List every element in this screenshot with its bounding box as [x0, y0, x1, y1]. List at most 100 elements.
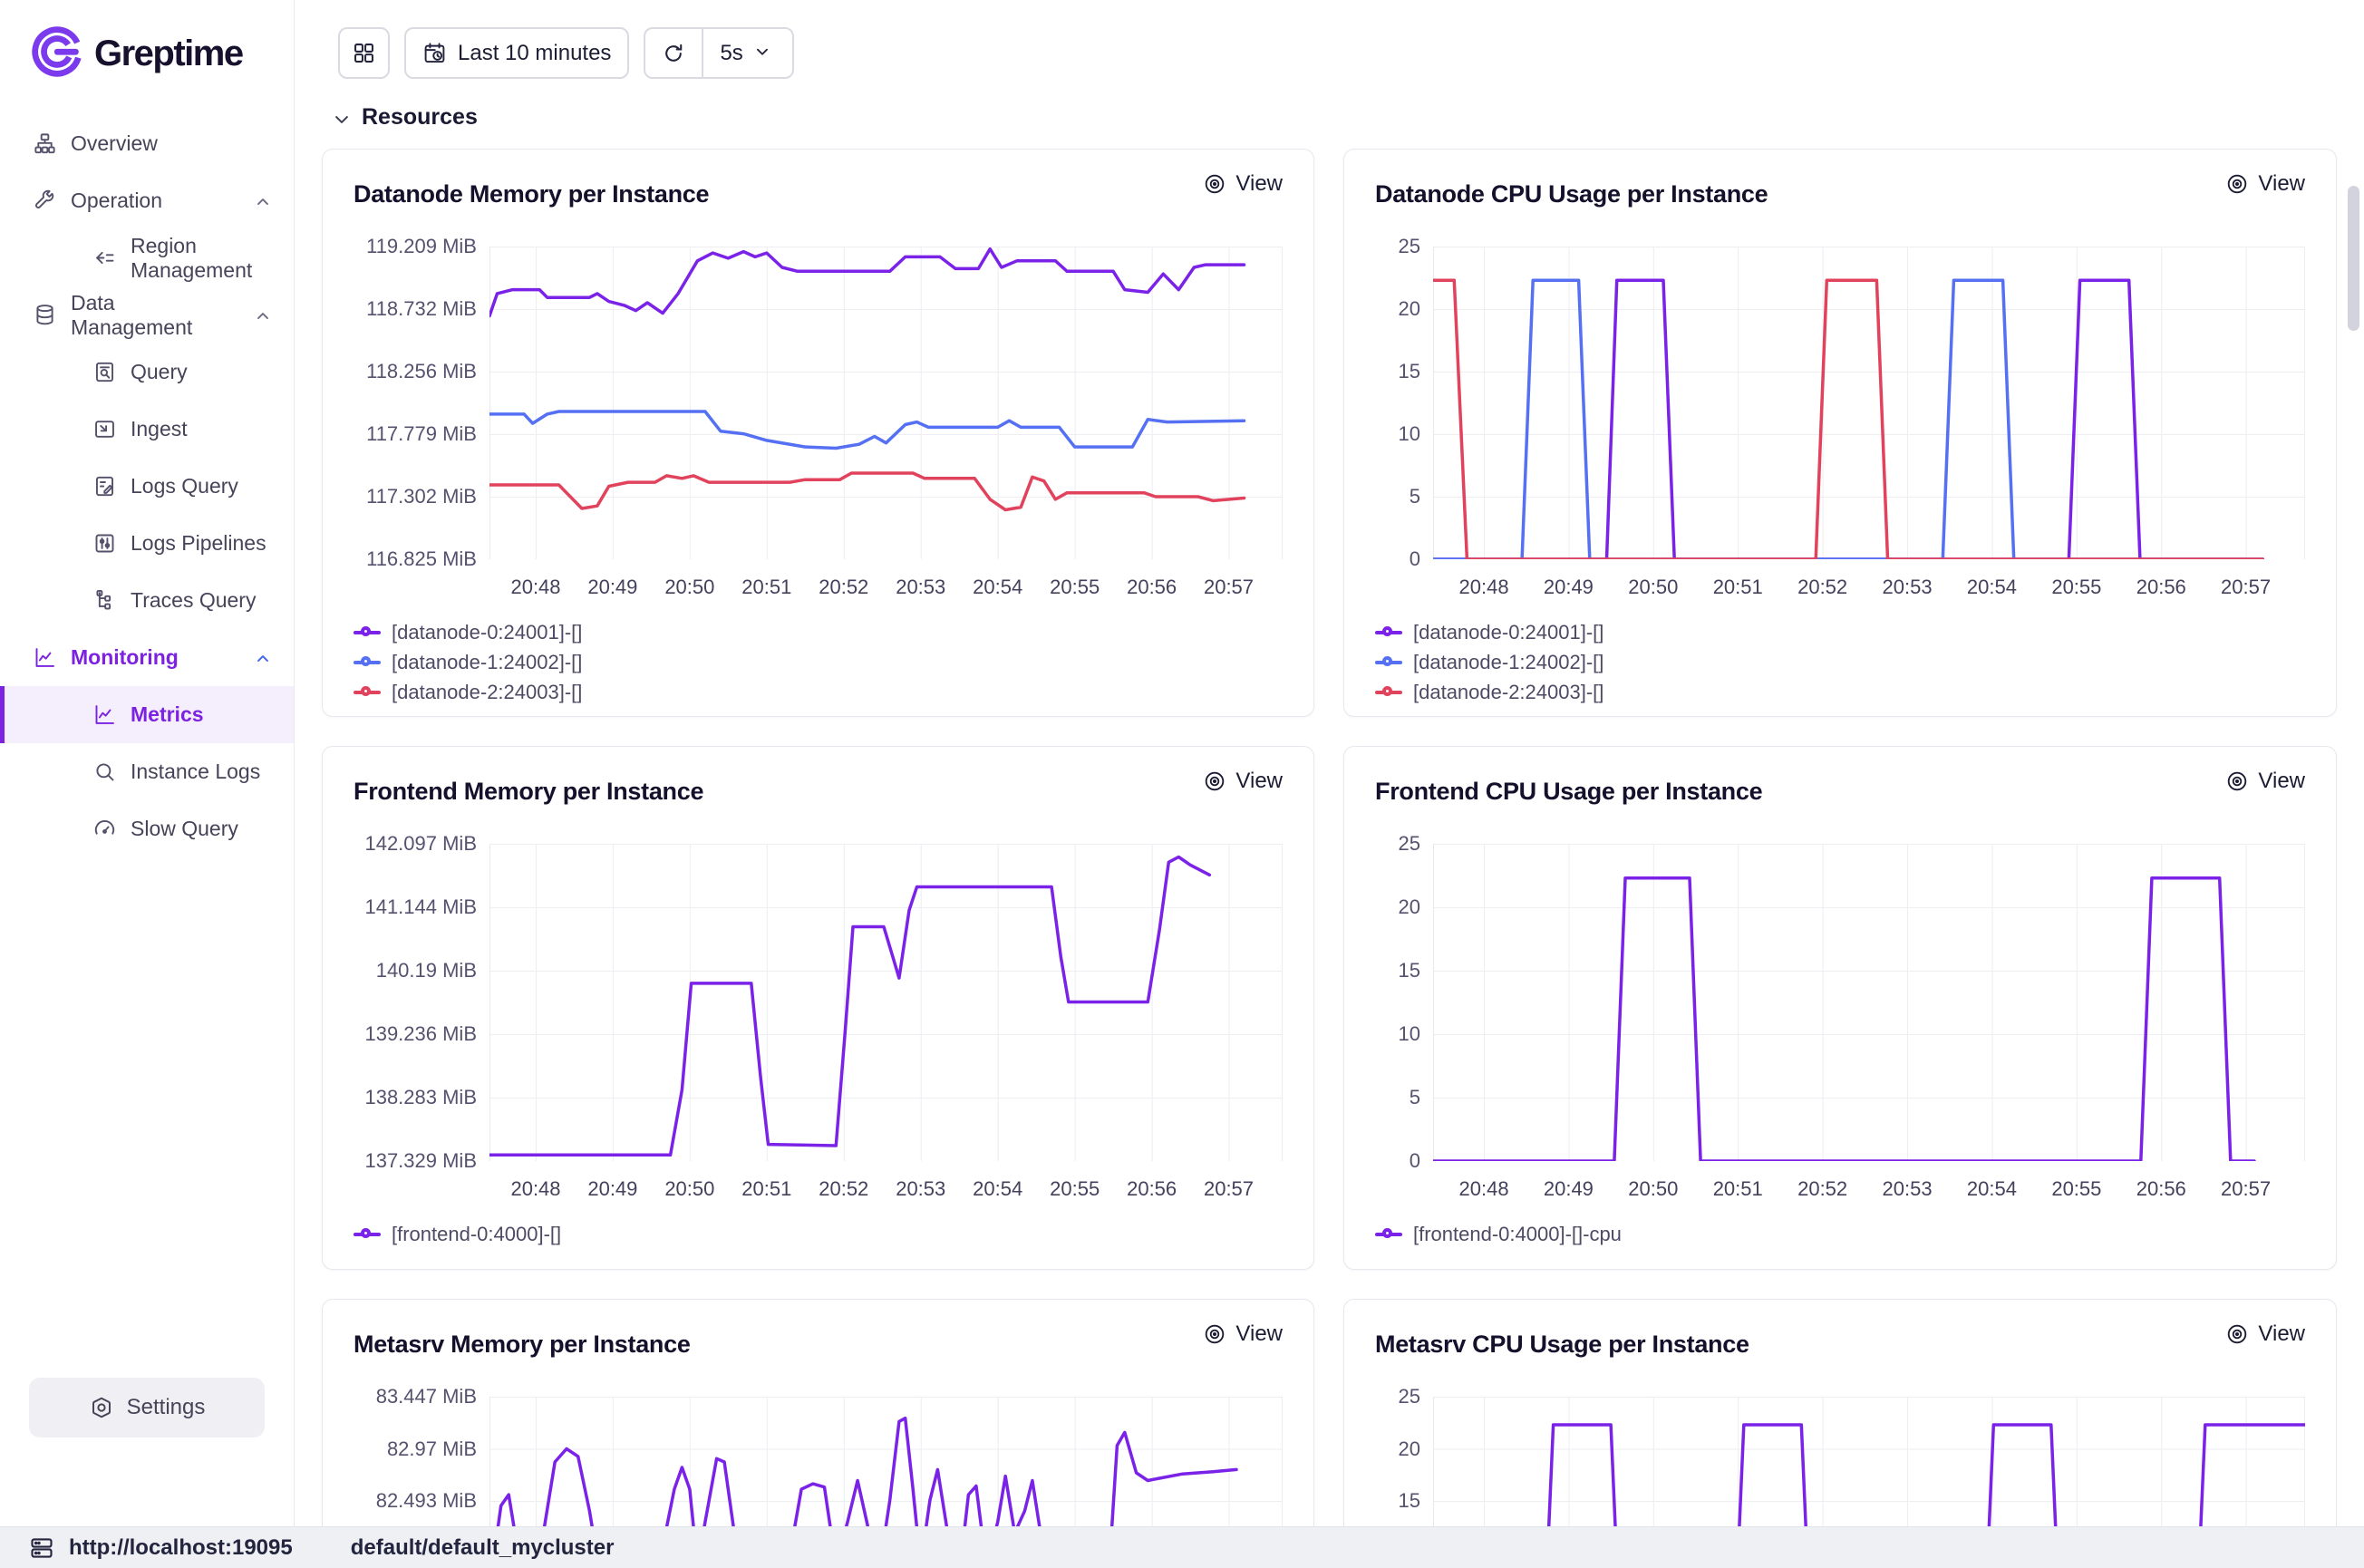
y-axis-label: 15 — [1398, 1489, 1420, 1512]
legend-item[interactable]: [datanode-0:24001]-[] — [354, 621, 582, 644]
sidebar-item-label: Query — [131, 360, 188, 383]
sidebar-item-operation[interactable]: Operation — [0, 172, 294, 229]
y-axis-label: 20 — [1398, 1437, 1420, 1460]
view-label: View — [2258, 1321, 2305, 1346]
y-axis-label: 118.256 MiB — [366, 360, 477, 382]
y-axis-label: 0 — [1409, 547, 1420, 570]
view-label: View — [2258, 769, 2305, 793]
y-axis-label: 10 — [1398, 422, 1420, 445]
legend-label: [datanode-1:24002]-[] — [1413, 651, 1604, 673]
chart-title: Frontend CPU Usage per Instance — [1375, 778, 1763, 805]
sidebar-item-logs-query[interactable]: Logs Query — [0, 458, 294, 515]
chart-legend: [frontend-0:4000]-[] — [354, 1223, 1283, 1246]
chart-legend: [frontend-0:4000]-[]-cpu — [1375, 1223, 2305, 1246]
scrollbar-thumb[interactable] — [2348, 186, 2359, 331]
y-axis-label: 15 — [1398, 959, 1420, 982]
y-axis-label: 118.732 MiB — [366, 297, 477, 320]
sidebar-item-label: Slow Query — [131, 817, 238, 840]
x-axis-label: 20:54 — [1966, 576, 2017, 598]
eye-icon — [2225, 172, 2249, 196]
y-axis-label: 10 — [1398, 1022, 1420, 1045]
x-axis-label: 20:54 — [973, 1177, 1023, 1200]
legend-label: [datanode-2:24003]-[] — [392, 681, 583, 703]
gear-icon — [89, 1395, 114, 1420]
query-icon — [92, 360, 117, 384]
x-axis-label: 20:55 — [1050, 1177, 1100, 1200]
monitoring-icon — [33, 645, 57, 670]
refresh-interval-select[interactable]: 5s — [702, 29, 791, 77]
view-button[interactable]: View — [1203, 171, 1283, 197]
legend-marker-icon — [1375, 685, 1402, 700]
y-axis-label: 82.97 MiB — [386, 1437, 477, 1460]
legend-item[interactable]: [datanode-0:24001]-[] — [1375, 621, 1603, 644]
x-axis-label: 20:51 — [741, 576, 792, 598]
x-axis-label: 20:56 — [2136, 576, 2186, 598]
x-axis-label: 20:57 — [1203, 1177, 1255, 1200]
overview-icon — [33, 131, 57, 156]
view-button[interactable]: View — [2225, 171, 2305, 197]
x-axis-label: 20:57 — [1203, 576, 1255, 598]
sidebar-item-monitoring[interactable]: Monitoring — [0, 629, 294, 686]
section-title: Resources — [362, 104, 478, 130]
resources-section-toggle[interactable]: Resources — [333, 104, 2364, 131]
sidebar-item-logs-pipelines[interactable]: Logs Pipelines — [0, 515, 294, 572]
y-axis: 25 20 15 10 5 0 — [1375, 235, 1433, 570]
y-axis-label: 119.209 MiB — [366, 235, 477, 257]
view-button[interactable]: View — [2225, 1321, 2305, 1347]
y-axis-label: 117.779 MiB — [366, 422, 477, 445]
logo[interactable]: Greptime — [0, 0, 294, 84]
x-axis-label: 20:56 — [1127, 1177, 1177, 1200]
legend-item[interactable]: [frontend-0:4000]-[]-cpu — [1375, 1223, 1622, 1246]
refresh-control: 5s — [644, 27, 794, 79]
view-label: View — [1235, 769, 1283, 793]
sidebar-item-metrics[interactable]: Metrics — [0, 686, 294, 743]
view-button[interactable]: View — [2225, 769, 2305, 794]
slow-query-icon — [92, 817, 117, 841]
legend-item[interactable]: [frontend-0:4000]-[] — [354, 1223, 561, 1246]
sidebar-item-slow-query[interactable]: Slow Query — [0, 800, 294, 857]
legend-label: [datanode-0:24001]-[] — [392, 621, 583, 644]
sidebar-item-traces-query[interactable]: Traces Query — [0, 572, 294, 629]
chart-card: Datanode Memory per Instance View 119.209 … — [322, 149, 1314, 717]
sidebar-item-query[interactable]: Query — [0, 344, 294, 401]
y-axis: 119.209 MiB 118.732 MiB 118.256 MiB 117.779… — [354, 235, 489, 570]
legend-item[interactable]: [datanode-2:24003]-[] — [1375, 681, 1603, 704]
legend-marker-icon — [1375, 1227, 1402, 1242]
x-axis-label: 20:51 — [741, 1177, 792, 1200]
eye-icon — [1203, 769, 1226, 793]
time-range-button[interactable]: Last 10 minutes — [404, 27, 630, 79]
status-bar: http://localhost:19095 default/default_m… — [0, 1526, 2364, 1568]
sidebar-item-label: Monitoring — [71, 645, 179, 669]
x-axis: 20:48 20:49 20:50 20:51 20:52 20:53 20:54 20:55… — [1433, 1170, 2305, 1210]
chevron-up-icon — [254, 649, 272, 667]
view-label: View — [1235, 1321, 1283, 1346]
sidebar-item-ingest[interactable]: Ingest — [0, 401, 294, 458]
chart-plot — [489, 247, 1283, 559]
refresh-button[interactable] — [645, 29, 702, 77]
x-axis-label: 20:53 — [1882, 1177, 1933, 1200]
sidebar-item-label: Instance Logs — [131, 760, 261, 783]
chart-legend: [datanode-0:24001]-[] [datanode-1:24002]-… — [1375, 621, 2305, 704]
chevron-up-icon — [254, 192, 272, 210]
calendar-clock-icon — [422, 41, 447, 65]
sidebar-item-data-management[interactable]: Data Management — [0, 286, 294, 344]
toolbar: Last 10 minutes 5s — [338, 27, 2364, 79]
sidebar-item-label: Operation — [71, 189, 163, 212]
layout-grid-button[interactable] — [338, 27, 390, 79]
view-button[interactable]: View — [1203, 769, 1283, 794]
settings-button[interactable]: Settings — [29, 1378, 265, 1437]
x-axis-label: 20:49 — [587, 576, 638, 598]
legend-item[interactable]: [datanode-1:24002]-[] — [1375, 651, 1603, 674]
sidebar-item-region-management[interactable]: Region Management — [0, 229, 294, 286]
search-icon — [92, 760, 117, 784]
sidebar-item-overview[interactable]: Overview — [0, 115, 294, 172]
y-axis: 142.097 MiB 141.144 MiB 140.19 MiB 139.236 … — [354, 832, 489, 1172]
legend-item[interactable]: [datanode-2:24003]-[] — [354, 681, 582, 704]
y-axis-label: 142.097 MiB — [364, 832, 477, 855]
view-button[interactable]: View — [1203, 1321, 1283, 1347]
x-axis-label: 20:52 — [819, 1177, 869, 1200]
x-axis-label: 20:55 — [1050, 576, 1100, 598]
legend-item[interactable]: [datanode-1:24002]-[] — [354, 651, 582, 674]
sidebar-item-instance-logs[interactable]: Instance Logs — [0, 743, 294, 800]
